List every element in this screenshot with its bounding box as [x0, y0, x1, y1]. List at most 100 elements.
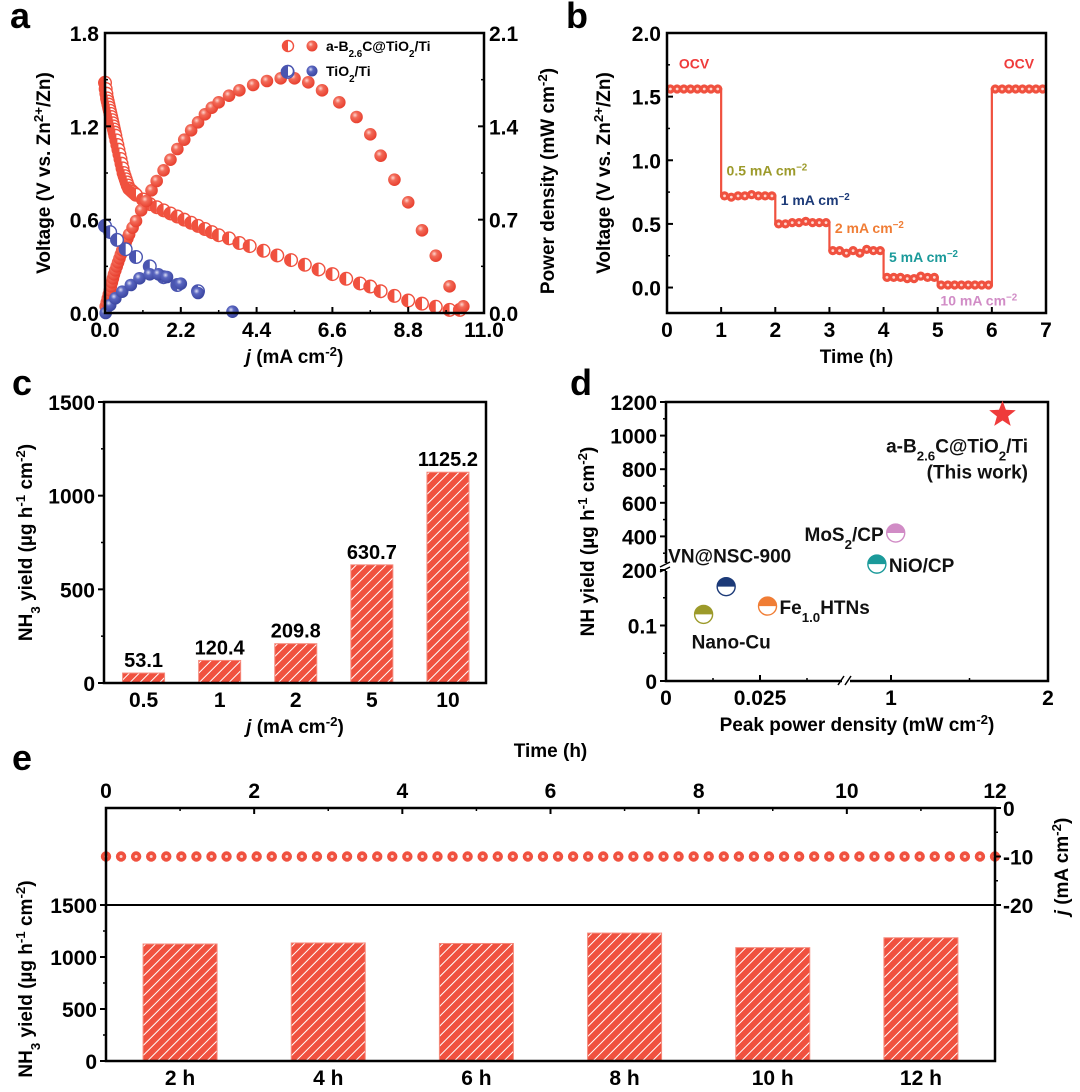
y-tick-label: 0 — [85, 1051, 97, 1074]
current-data-point-highlight — [194, 855, 198, 858]
data-point — [301, 76, 315, 89]
x-tick-label: 3 — [824, 319, 836, 342]
bar-data-label: 1125.2 — [418, 449, 478, 471]
marker-fill — [129, 188, 137, 202]
text-part: 2.6 — [349, 49, 363, 60]
current-data-point-highlight — [677, 855, 681, 858]
text-part: ) — [16, 880, 37, 886]
marker-fill — [374, 284, 381, 298]
data-point-highlight — [824, 221, 828, 225]
top-x-tick-label: 10 — [835, 780, 858, 803]
data-point — [325, 267, 340, 282]
text-part: ) — [578, 447, 599, 453]
data-point — [157, 164, 170, 177]
text-part: 1 mA cm — [781, 192, 839, 208]
data-point — [164, 153, 177, 166]
legend-half-marker — [281, 39, 295, 53]
data-point-highlight — [716, 87, 720, 91]
y-tick-label: 200 — [622, 560, 657, 583]
data-point — [226, 305, 239, 318]
current-annotation: 10 mA cm−2 — [940, 292, 1017, 309]
x-category-label: 12 h — [900, 1067, 942, 1090]
current-data-point-highlight — [300, 855, 304, 858]
point-label: Nano-Cu — [692, 632, 771, 653]
data-point-highlight — [831, 249, 835, 253]
y-tick-label: 0.0 — [632, 278, 661, 301]
text-part: -2 — [13, 450, 28, 462]
data-point — [256, 243, 271, 258]
x-tick-label: 2 — [769, 319, 781, 342]
current-annotation: OCV — [1004, 56, 1035, 72]
x-tick-label: 0 — [661, 319, 673, 342]
x-tick-label: 0.5 — [129, 689, 159, 712]
text-part: j — [1052, 909, 1073, 918]
bar — [122, 672, 166, 684]
top-x-axis-label: Time (h) — [514, 741, 588, 762]
current-data-point-highlight — [692, 855, 696, 858]
data-point-highlight — [811, 221, 814, 225]
text-part: (mA cm — [1052, 836, 1073, 910]
bar — [438, 942, 514, 1062]
data-point — [177, 133, 191, 146]
data-point — [350, 110, 363, 124]
current-data-point-highlight — [722, 855, 726, 858]
text-part: cm — [578, 465, 599, 498]
x-tick-label: 5 — [366, 689, 378, 712]
data-point — [457, 300, 470, 313]
y-tick-label: 0 — [645, 671, 657, 694]
marker-fill — [212, 228, 219, 242]
x-tick-label: 7 — [1040, 319, 1052, 342]
data-point — [401, 196, 415, 209]
data-point — [260, 74, 274, 88]
panel-e-stability-chart: 2 h 4 h 6 h 8 h 10 h 12 h 0 2 4 6 8 10 12 Time (h) 0 50… — [13, 741, 1074, 1090]
x-tick-label: 1 — [214, 689, 226, 712]
data-point-group: NiO/CP — [867, 554, 955, 577]
current-data-point-highlight — [707, 855, 711, 858]
text-part: -2 — [976, 712, 988, 727]
data-point — [212, 96, 225, 109]
text-part: -2 — [1049, 824, 1064, 836]
panel-label-b: b — [566, 0, 588, 36]
data-point-highlight — [729, 195, 733, 199]
data-point-highlight — [1000, 87, 1004, 91]
current-data-point-highlight — [179, 855, 183, 858]
data-point — [124, 278, 138, 292]
data-point — [332, 96, 346, 109]
data-point — [339, 271, 354, 286]
data-point-highlight — [960, 283, 963, 287]
marker-fill — [364, 280, 371, 293]
data-point-highlight — [966, 283, 970, 287]
data-point-highlight — [993, 87, 997, 91]
point-label: MoS2/CP — [805, 525, 885, 552]
current-data-point-highlight — [631, 855, 635, 858]
x-category-label: 4 h — [313, 1067, 343, 1090]
data-point-highlight — [1014, 87, 1017, 91]
text-part: /Ti — [355, 63, 371, 79]
current-data-point-highlight — [526, 855, 530, 858]
current-data-point-highlight — [209, 855, 213, 858]
data-point-highlight — [844, 251, 848, 255]
data-point-highlight — [858, 251, 862, 255]
text-part: -2 — [535, 74, 550, 86]
text-part: 2 — [845, 537, 852, 552]
data-point-highlight — [973, 283, 977, 287]
marker-fill — [243, 239, 250, 253]
data-point — [233, 84, 246, 97]
y-tick-label: 0 — [83, 673, 95, 696]
bar-data-label: 630.7 — [347, 542, 397, 564]
marker-fill — [326, 267, 333, 281]
marker-fill — [150, 200, 157, 214]
panel-label-a: a — [10, 0, 31, 36]
marker-fill — [157, 204, 164, 217]
data-point — [443, 280, 456, 293]
marker-fill — [867, 555, 886, 565]
legend-sphere-marker — [306, 65, 318, 77]
x-axis-label: Peak power density (mW cm-2) — [720, 712, 995, 737]
text-part: a-B — [326, 38, 349, 54]
data-point-group: VN@NSC-900 — [668, 547, 791, 597]
x-axis-label: j (mA cm-2) — [243, 714, 344, 739]
y-tick-label: 0.5 — [632, 214, 662, 237]
data-point-highlight — [668, 87, 672, 91]
data-point — [374, 149, 387, 162]
highlight-point-subtitle: (This work) — [927, 463, 1028, 484]
